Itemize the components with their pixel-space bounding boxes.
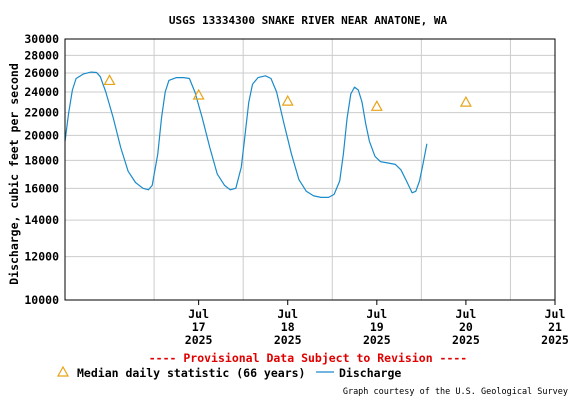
median-legend-triangle-icon <box>56 365 70 377</box>
y-tick-label: 28000 <box>24 48 59 62</box>
median-legend-label: Median daily statistic (66 years) <box>77 366 305 380</box>
x-tick-year: 2025 <box>452 333 480 347</box>
usgs-credit: Graph courtesy of the U.S. Geological Su… <box>343 387 568 397</box>
x-tick-year: 2025 <box>541 333 569 347</box>
x-tick-month: Jul <box>456 307 477 321</box>
median-point <box>459 95 472 107</box>
y-tick-label: 10000 <box>24 293 59 307</box>
x-tick-month: Jul <box>277 307 298 321</box>
y-tick-label: 22000 <box>24 106 59 120</box>
median-point <box>103 74 116 86</box>
chart-title: USGS 13334300 SNAKE RIVER NEAR ANATONE, … <box>169 14 448 27</box>
x-tick-day: 19 <box>370 320 384 334</box>
median-point <box>281 94 294 106</box>
x-tick-day: 21 <box>548 320 562 334</box>
y-tick-label: 18000 <box>24 153 59 167</box>
y-tick-label: 14000 <box>24 213 59 227</box>
plot-frame <box>64 38 556 301</box>
discharge-legend-label: Discharge <box>339 366 401 380</box>
y-axis-label: Discharge, cubic feet per second <box>7 63 21 285</box>
x-tick-month: Jul <box>366 307 387 321</box>
x-tick-day: 17 <box>192 320 206 334</box>
x-tick-year: 2025 <box>363 333 391 347</box>
y-tick-label: 16000 <box>24 181 59 195</box>
median-point <box>192 88 205 100</box>
x-tick-month: Jul <box>545 307 566 321</box>
x-tick-day: 18 <box>281 320 295 334</box>
median-point <box>370 100 383 111</box>
y-tick-label: 30000 <box>24 32 59 46</box>
y-tick-label: 20000 <box>24 128 59 142</box>
x-tick-month: Jul <box>188 307 209 321</box>
y-tick-label: 12000 <box>24 250 59 264</box>
x-tick-year: 2025 <box>274 333 302 347</box>
discharge-line <box>64 71 428 198</box>
series-layer <box>64 71 472 198</box>
y-tick-label: 24000 <box>24 85 59 99</box>
y-tick-labels: 10000 12000 14000 16000 18000 20000 22000 24000… <box>24 32 59 307</box>
x-tick-labels: Jul172025Jul182025Jul192025Jul202025Jul2… <box>185 300 569 347</box>
x-tick-year: 2025 <box>185 333 213 347</box>
y-tick-label: 26000 <box>24 66 59 80</box>
x-tick-day: 20 <box>459 320 473 334</box>
provisional-notice: ---- Provisional Data Subject to Revisio… <box>149 351 468 365</box>
legend: Median daily statistic (66 years) Discha… <box>56 365 401 380</box>
